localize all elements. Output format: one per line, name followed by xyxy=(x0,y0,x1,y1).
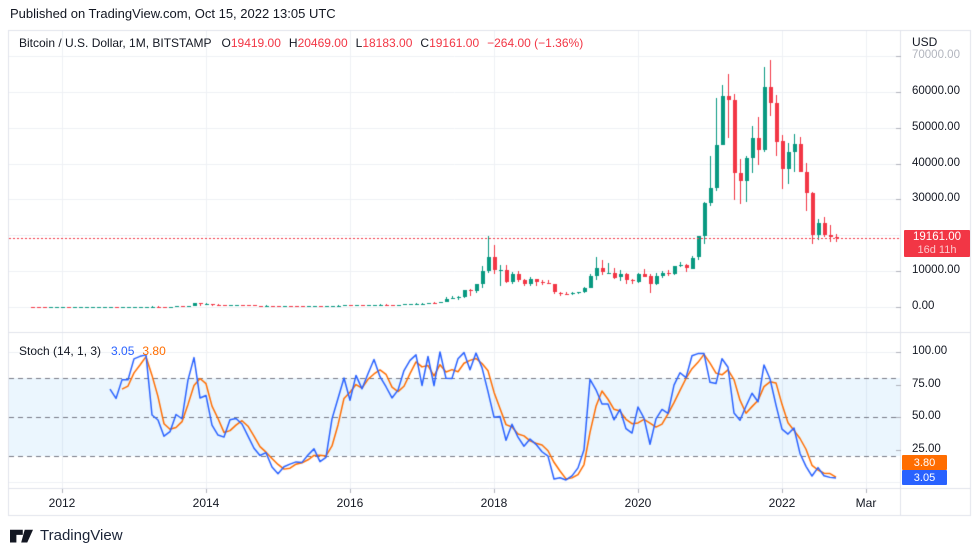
time-axis-label-2012: 2012 xyxy=(48,496,76,510)
price-axis-label-0: 0.00 xyxy=(912,300,935,312)
time-axis-label-2018: 2018 xyxy=(480,496,508,510)
open-value: 19419.00 xyxy=(230,36,281,50)
time-axis-label-2014: 2014 xyxy=(192,496,220,510)
price-axis-label-70000: 70000.00 xyxy=(912,49,960,61)
price-axis-unit: USD xyxy=(912,35,938,49)
stoch-k-flag: 3.05 xyxy=(902,470,947,485)
bar-countdown: 16d 11h xyxy=(917,243,957,256)
stoch-d-flag: 3.80 xyxy=(902,455,947,470)
stoch-k-value: 3.05 xyxy=(111,344,135,358)
symbol-title: Bitcoin / U.S. Dollar, 1M, BITSTAMP xyxy=(19,36,212,50)
ohlc-high: H20469.00 xyxy=(288,36,348,50)
price-axis-label-50000: 50000.00 xyxy=(912,121,960,133)
time-axis-label-2020: 2020 xyxy=(624,496,652,510)
time-axis-label-mar: Mar xyxy=(855,496,877,510)
stoch-axis-label-25: 25.00 xyxy=(912,443,941,455)
stoch-legend: Stoch (14, 1, 3) 3.05 3.80 xyxy=(19,344,166,358)
price-axis-label-30000: 30000.00 xyxy=(912,192,960,204)
price-axis-label-10000: 10000.00 xyxy=(912,264,960,276)
tradingview-logo-icon xyxy=(10,527,33,544)
symbol-legend: Bitcoin / U.S. Dollar, 1M, BITSTAMP O194… xyxy=(19,36,583,50)
stoch-axis-label-75: 75.00 xyxy=(912,378,941,390)
time-axis-label-2016: 2016 xyxy=(336,496,364,510)
tradingview-logo-link[interactable]: TradingView xyxy=(10,527,123,544)
last-price-value: 19161.00 xyxy=(913,230,961,243)
tradingview-logo-text: TradingView xyxy=(40,527,123,544)
stoch-d-value: 3.80 xyxy=(142,344,166,358)
ohlc-open: O19419.00 xyxy=(221,36,281,50)
last-price-flag: 19161.00 16d 11h xyxy=(904,230,970,257)
high-value: 20469.00 xyxy=(297,36,348,50)
ohlc-close: C19161.00 xyxy=(420,36,480,50)
price-axis-label-40000: 40000.00 xyxy=(912,157,960,169)
low-value: 18183.00 xyxy=(362,36,413,50)
ohlc-low: L18183.00 xyxy=(355,36,413,50)
stoch-axis-label-100: 100.00 xyxy=(912,345,948,357)
stoch-axis-label-50: 50.00 xyxy=(912,410,941,422)
close-value: 19161.00 xyxy=(429,36,480,50)
change-value: −264.00 (−1.36%) xyxy=(487,36,584,50)
time-axis-label-2022: 2022 xyxy=(768,496,796,510)
stoch-title: Stoch (14, 1, 3) xyxy=(19,344,102,358)
price-axis-label-60000: 60000.00 xyxy=(912,85,960,97)
published-bar: Published on TradingView.com, Oct 15, 20… xyxy=(10,6,336,21)
